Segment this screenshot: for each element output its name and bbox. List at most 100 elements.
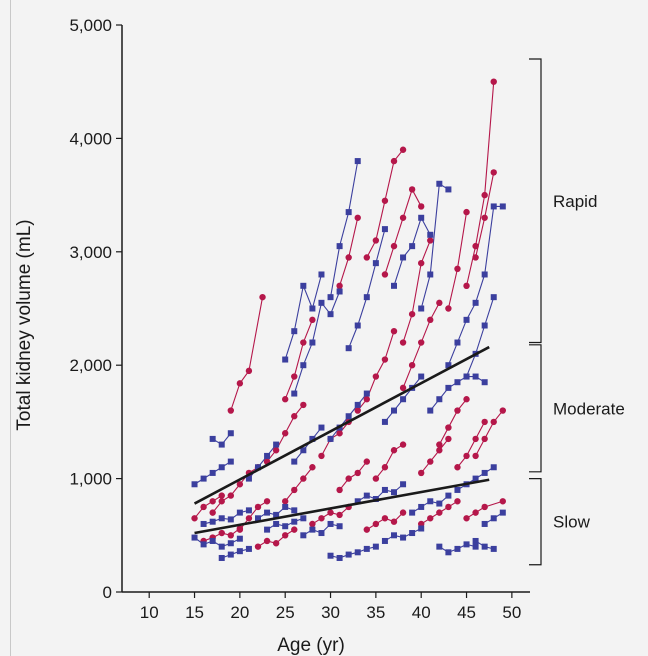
data-point-square: [245, 545, 252, 552]
data-point-circle: [490, 418, 497, 426]
data-point-circle: [336, 486, 343, 494]
data-point-circle: [418, 469, 425, 477]
data-point-square: [345, 413, 352, 420]
data-point-circle: [463, 452, 470, 460]
data-point-circle: [463, 208, 470, 216]
data-point-square: [409, 243, 416, 250]
data-point-square: [336, 243, 343, 250]
data-point-square: [209, 469, 216, 476]
x-tick-label: 45: [457, 603, 476, 622]
data-point-circle: [481, 214, 488, 221]
x-tick-label: 50: [502, 603, 521, 622]
data-point-square: [236, 548, 243, 555]
data-point-circle: [418, 203, 425, 210]
data-point-square: [336, 554, 343, 561]
data-point-circle: [291, 526, 298, 533]
data-point-circle: [463, 515, 470, 522]
series-circle-line: [375, 444, 404, 479]
data-point-circle: [372, 237, 380, 244]
series-circle-line: [339, 461, 368, 491]
data-point-square: [418, 305, 425, 312]
series-circle-line: [457, 421, 486, 468]
data-point-circle: [363, 396, 370, 403]
data-point-circle: [463, 282, 470, 290]
data-point-square: [409, 509, 416, 516]
data-point-circle: [263, 537, 271, 545]
data-point-square: [291, 458, 298, 465]
data-point-square: [481, 271, 488, 278]
data-point-square: [291, 507, 298, 514]
data-point-square: [391, 489, 397, 496]
data-point-circle: [390, 447, 398, 454]
x-tick-label: 35: [366, 603, 385, 622]
group-bracket: [529, 478, 542, 566]
data-point-square: [345, 209, 352, 216]
data-point-circle: [472, 242, 479, 250]
data-point-square: [309, 305, 316, 312]
data-point-square: [454, 545, 461, 552]
data-point-square: [481, 469, 488, 476]
data-point-square: [327, 294, 334, 301]
data-point-circle: [227, 407, 234, 414]
axes: [121, 25, 530, 593]
data-point-square: [291, 518, 298, 525]
data-point-circle: [472, 509, 479, 516]
data-point-square: [472, 299, 479, 306]
data-point-square: [291, 328, 298, 335]
data-point-square: [372, 543, 379, 550]
data-point-square: [200, 541, 207, 548]
data-point-square: [300, 447, 307, 454]
data-point-square: [490, 515, 497, 522]
x-tick-label: 25: [276, 603, 295, 622]
data-point-square: [381, 486, 388, 493]
data-point-square: [490, 545, 497, 552]
series-square-line: [348, 228, 386, 349]
data-point-circle: [445, 424, 452, 431]
data-point-square: [218, 543, 225, 550]
data-point-square: [490, 464, 497, 471]
data-point-circle: [399, 509, 407, 516]
data-point-circle: [472, 435, 479, 443]
data-point-square: [200, 520, 207, 527]
data-point-square: [400, 481, 407, 488]
series-circle-line: [339, 217, 359, 286]
data-point-circle: [372, 373, 380, 380]
data-point-circle: [381, 356, 389, 363]
data-point-circle: [336, 282, 343, 290]
data-point-square: [282, 503, 289, 510]
data-point-circle: [245, 515, 253, 522]
data-point-square: [427, 231, 434, 238]
data-point-circle: [191, 515, 198, 522]
data-point-square: [327, 552, 334, 559]
tick-layer: 10 15 20 25 30 35 40 45 50 0 1,000 2,000 3,000 4,000 5…: [69, 16, 521, 622]
data-point-circle: [390, 518, 398, 525]
data-point-square: [264, 526, 271, 533]
data-point-square: [391, 282, 397, 289]
data-point-square: [400, 254, 407, 261]
data-point-circle: [481, 418, 488, 426]
trend-line: [194, 478, 490, 535]
data-point-square: [418, 214, 425, 221]
x-tick-label: 20: [230, 603, 249, 622]
data-point-circle: [336, 430, 343, 437]
data-point-circle: [254, 503, 262, 511]
series-circle-line: [320, 421, 350, 457]
data-point-circle: [481, 435, 488, 443]
data-point-square: [327, 520, 334, 527]
data-point-square: [454, 379, 461, 386]
data-point-square: [336, 288, 343, 295]
data-point-square: [273, 511, 280, 518]
data-point-circle: [300, 475, 307, 482]
data-point-square: [463, 316, 470, 323]
data-point-circle: [427, 316, 434, 324]
data-point-circle: [418, 259, 425, 267]
data-point-circle: [200, 503, 207, 511]
data-point-circle: [427, 458, 434, 465]
y-axis-title: Total kidney volume (mL): [14, 219, 35, 430]
data-point-square: [499, 203, 506, 210]
data-point-square: [227, 458, 234, 465]
data-point-circle: [218, 492, 225, 499]
data-point-square: [490, 294, 497, 301]
